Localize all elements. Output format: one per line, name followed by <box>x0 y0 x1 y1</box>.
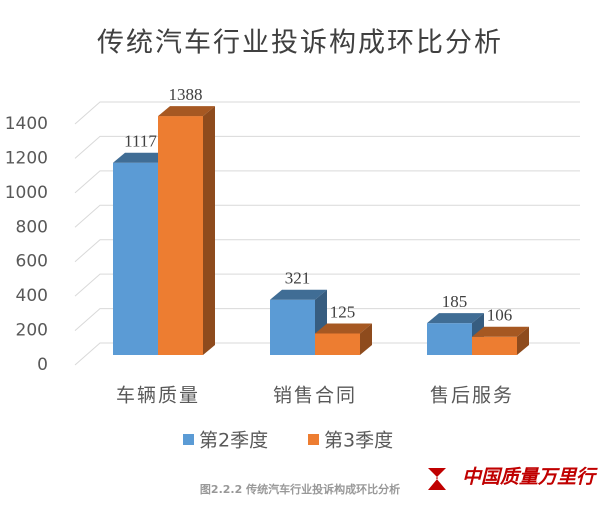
grid-line <box>74 170 580 194</box>
bar-front <box>315 333 360 355</box>
bar-side <box>203 106 215 356</box>
y-tick-label: 400 <box>16 286 48 306</box>
y-tick-label: 600 <box>16 252 48 272</box>
grid-line <box>74 273 580 297</box>
bar-top <box>315 323 372 334</box>
bar-side <box>517 326 529 355</box>
bar-front <box>158 116 203 356</box>
grid-line <box>74 204 580 228</box>
bar-front <box>270 299 315 355</box>
bar-front <box>427 323 472 355</box>
bar-side <box>360 323 372 355</box>
grid-line <box>74 101 580 125</box>
watermark: 中国质量万里行 <box>462 466 598 488</box>
y-tick-label: 1200 <box>5 148 48 168</box>
y-tick-label: 200 <box>16 321 48 341</box>
bar-top <box>158 106 215 117</box>
y-tick-label: 800 <box>16 217 48 237</box>
legend-label: 第2季度 <box>199 430 268 452</box>
legend-swatch <box>308 434 319 445</box>
grid-line <box>74 239 580 263</box>
value-label: 185 <box>442 292 468 311</box>
value-label: 321 <box>285 269 311 288</box>
bar-front <box>472 336 517 355</box>
grid-line <box>74 135 580 159</box>
legend-swatch <box>183 434 194 445</box>
chart-title: 传统汽车行业投诉构成环比分析 <box>97 28 503 59</box>
grid-line <box>74 308 580 331</box>
caption: 图2.2.2 传统汽车行业投诉构成环比分析 <box>200 482 400 496</box>
bar-front <box>113 162 158 355</box>
y-tick-label: 1000 <box>5 183 48 203</box>
value-label: 1388 <box>169 85 203 104</box>
bar-top <box>472 326 529 337</box>
x-tick-label: 售后服务 <box>430 385 514 407</box>
bar-top <box>113 152 170 163</box>
grid-line <box>74 342 580 366</box>
x-tick-label: 车辆质量 <box>116 385 200 407</box>
bar-top <box>270 289 327 300</box>
value-label: 125 <box>330 302 356 321</box>
bar-top <box>427 313 484 324</box>
value-label: 106 <box>487 306 513 325</box>
watermark-logo <box>428 468 446 490</box>
value-label: 1117 <box>124 132 157 151</box>
y-tick-label: 1400 <box>5 114 48 134</box>
x-tick-label: 销售合同 <box>273 385 357 407</box>
legend-label: 第3季度 <box>324 430 393 452</box>
y-tick-label: 0 <box>37 355 48 375</box>
